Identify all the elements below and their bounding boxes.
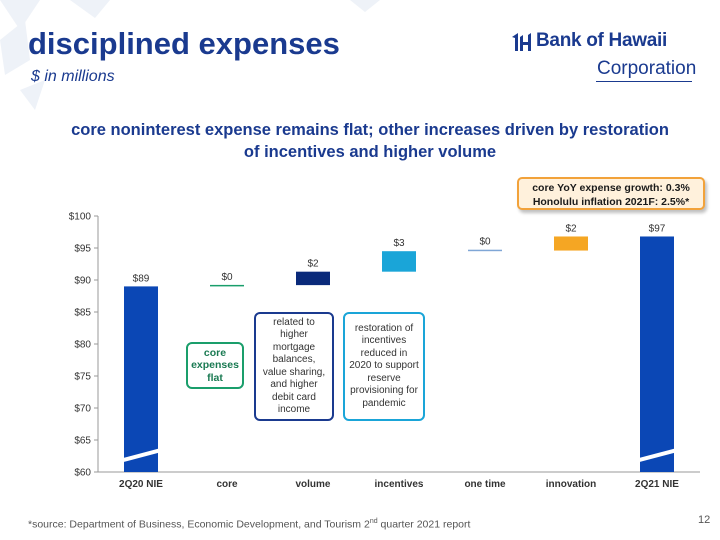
bank-logo-corporation: Corporation: [597, 58, 697, 79]
slide-title: disciplined expenses: [28, 26, 340, 61]
bar-one-time: [468, 249, 502, 252]
data-label: $89: [133, 273, 150, 284]
y-tick-label: $95: [74, 244, 91, 255]
x-tick-label: incentives: [375, 479, 424, 490]
bank-logo-icon: [512, 33, 531, 51]
footnote: *source: Department of Business, Economi…: [28, 518, 470, 531]
data-label: $0: [479, 237, 491, 248]
expense-growth-callout: core YoY expense growth: 0.3% Honolulu i…: [517, 177, 705, 210]
y-tick-label: $70: [74, 404, 91, 415]
page-number: 12: [698, 514, 711, 526]
bank-logo-name: Bank of Hawaii: [536, 30, 667, 51]
bar-innovation: [554, 236, 588, 251]
callout-line-2: Honolulu inflation 2021F: 2.5%*: [532, 196, 690, 208]
y-tick-label: $90: [74, 276, 91, 287]
data-label: $3: [393, 238, 405, 249]
data-label: $97: [649, 223, 666, 234]
data-label: $0: [221, 272, 233, 283]
axis-break-mark: [121, 448, 161, 463]
y-tick-label: $65: [74, 436, 91, 447]
slide-headline: core noninterest expense remains flat; o…: [71, 121, 669, 161]
y-tick-label: $60: [74, 468, 91, 479]
annotation-volume: related to higher mortgage balances, val…: [254, 312, 334, 421]
y-tick-label: $75: [74, 372, 91, 383]
logo-underline: [596, 81, 692, 82]
x-tick-label: 2Q20 NIE: [119, 479, 163, 490]
bar-incentives: [382, 251, 416, 272]
bar-volume: [296, 271, 330, 286]
bar-2q21-nie: [640, 236, 674, 472]
bank-logo: Bank of Hawaii Corporation: [510, 28, 700, 82]
slide-subtitle: $ in millions: [31, 68, 115, 85]
footnote-text: *source: Department of Business, Economi…: [28, 518, 370, 531]
annotation-incentives: restoration of incentives reduced in 202…: [343, 312, 425, 421]
x-tick-label: one time: [464, 479, 506, 490]
y-tick-label: $100: [69, 212, 92, 223]
y-tick-label: $85: [74, 308, 91, 319]
y-tick-label: $80: [74, 340, 91, 351]
annotation-core: core expenses flat: [186, 342, 244, 389]
footnote-superscript: nd: [369, 518, 378, 525]
x-tick-label: core: [216, 479, 238, 490]
x-tick-label: volume: [295, 479, 330, 490]
footnote-text-end: quarter 2021 report: [377, 518, 471, 531]
data-label: $2: [565, 223, 577, 234]
data-label: $2: [307, 259, 319, 270]
x-tick-label: 2Q21 NIE: [635, 479, 679, 490]
bar-2q20-nie: [124, 286, 158, 472]
bar-core: [210, 284, 244, 287]
axis-break-mark: [637, 448, 677, 463]
callout-line-1: core YoY expense growth: 0.3%: [532, 182, 690, 194]
x-tick-label: innovation: [546, 479, 597, 490]
